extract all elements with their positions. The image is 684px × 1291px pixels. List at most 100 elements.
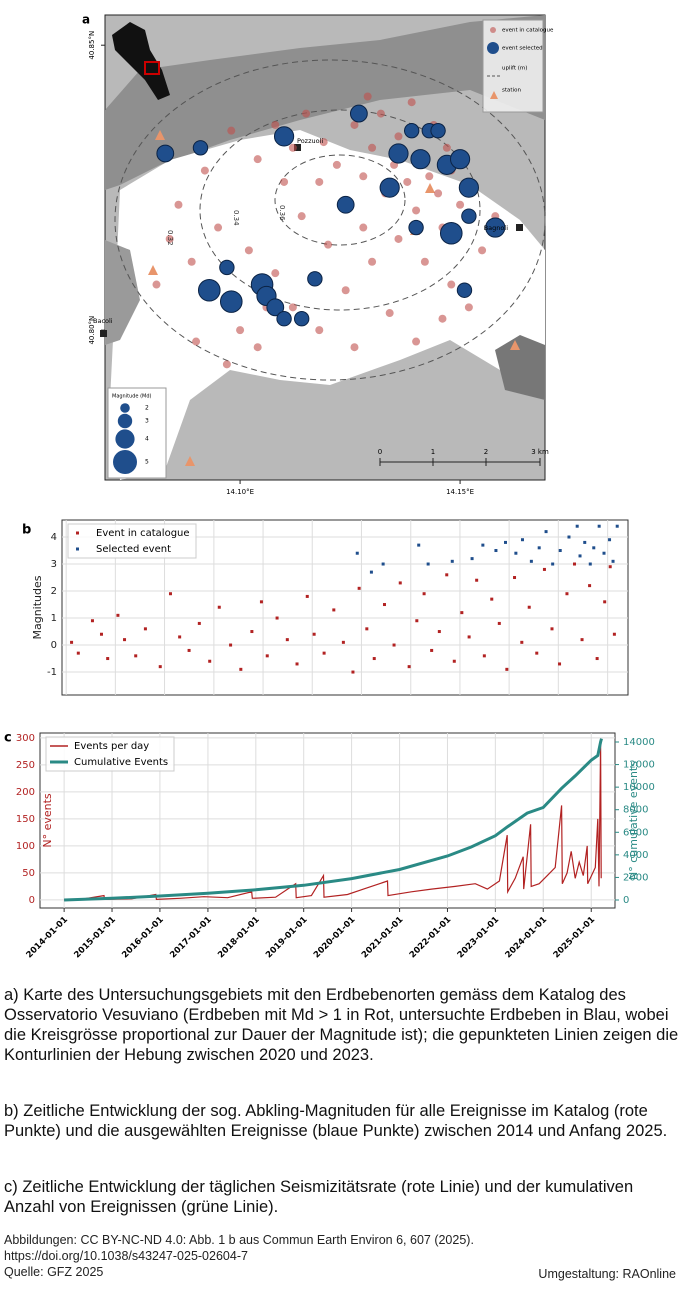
event-catalogue — [385, 309, 394, 318]
data-point — [369, 570, 373, 574]
data-point — [426, 562, 430, 566]
data-point — [106, 657, 110, 661]
data-point — [595, 657, 599, 661]
data-point — [597, 524, 601, 528]
legend-label: Cumulative Events — [74, 757, 168, 768]
scale-label: 3 km — [531, 448, 549, 456]
event-catalogue — [407, 98, 416, 107]
y2-tick-label: 0 — [623, 895, 629, 906]
y-tick-label: 100 — [16, 841, 35, 852]
data-point — [475, 578, 479, 582]
data-point — [355, 551, 359, 555]
event-catalogue — [271, 120, 280, 129]
panel-label: a — [82, 13, 90, 27]
data-point — [578, 554, 582, 558]
data-point — [312, 632, 316, 636]
data-point — [537, 546, 541, 550]
data-point — [608, 538, 612, 542]
y-tick-label: 0 — [51, 640, 57, 651]
data-point — [567, 535, 571, 539]
data-point — [588, 584, 592, 588]
event-catalogue — [359, 223, 368, 232]
event-catalogue — [350, 120, 359, 129]
data-point — [322, 651, 326, 655]
magnitude-legend-marker — [117, 413, 133, 429]
event-catalogue — [447, 280, 456, 289]
data-point — [514, 551, 518, 555]
data-point — [520, 640, 524, 644]
x-tick-label: 2025-01-01 — [552, 915, 598, 961]
event-catalogue — [174, 200, 183, 209]
scale-label: 2 — [484, 448, 488, 456]
data-point — [612, 632, 616, 636]
series-line — [64, 743, 602, 901]
event-selected — [156, 144, 175, 163]
event-catalogue — [434, 189, 443, 198]
event-catalogue — [368, 143, 377, 152]
panel-label: b — [22, 523, 31, 538]
credit-doi: https://doi.org/10.1038/s43247-025-02604… — [4, 1249, 248, 1263]
data-point — [558, 662, 562, 666]
data-point — [450, 559, 454, 563]
event-catalogue — [350, 343, 359, 352]
event-selected — [192, 140, 209, 156]
land-north — [105, 15, 545, 190]
scale-label: 0 — [378, 448, 382, 456]
event-catalogue — [302, 109, 311, 118]
data-point — [365, 627, 369, 631]
y-tick-label: 1 — [51, 613, 57, 624]
y-tick-label: 150 — [16, 814, 35, 825]
x-tick-label: 2016-01-01 — [120, 915, 166, 961]
event-catalogue — [394, 132, 403, 141]
data-point — [239, 667, 243, 671]
data-point — [332, 608, 336, 612]
data-point — [611, 559, 615, 563]
data-point — [197, 621, 201, 625]
legend-label: uplift (m) — [502, 66, 527, 72]
caption-b: b) Zeitliche Entwicklung der sog. Abklin… — [4, 1102, 668, 1140]
y2-axis-label: N° cumulative events — [627, 761, 640, 880]
x-tick-label: 2017-01-01 — [168, 915, 214, 961]
event-catalogue — [253, 343, 262, 352]
data-point — [392, 643, 396, 647]
event-selected — [408, 219, 424, 236]
credit-license: Abbildungen: CC BY-NC-ND 4.0: Abb. 1 b a… — [4, 1233, 474, 1247]
y-axis-label: N° events — [41, 793, 54, 848]
data-point — [407, 665, 411, 669]
legend-label: station — [502, 88, 521, 94]
y-tick-label: 2 — [51, 586, 57, 597]
magnitude-legend-marker — [120, 403, 130, 413]
data-point — [467, 635, 471, 639]
caption-c: c) Zeitliche Entwicklung der täglichen S… — [4, 1178, 634, 1216]
event-catalogue — [288, 303, 297, 312]
contour — [274, 154, 406, 246]
data-point — [592, 546, 596, 550]
event-catalogue — [412, 206, 421, 215]
data-point — [351, 670, 355, 674]
event-catalogue — [222, 360, 231, 369]
data-point — [357, 586, 361, 590]
x-tick-label: 2022-01-01 — [408, 915, 454, 961]
event-catalogue — [412, 337, 421, 346]
event-catalogue — [253, 155, 262, 164]
data-point — [572, 562, 576, 566]
data-point — [217, 605, 221, 609]
legend-label: event selected — [502, 46, 543, 52]
legend-marker — [76, 531, 79, 535]
event-selected — [410, 149, 431, 170]
inset-box — [144, 61, 160, 75]
event-catalogue — [341, 286, 350, 295]
event-catalogue — [376, 109, 385, 118]
event-selected — [197, 278, 221, 302]
station — [425, 183, 435, 193]
y-tick-label: 0 — [29, 895, 35, 906]
data-point — [529, 559, 533, 563]
y2-tick-label: 6000 — [623, 827, 648, 838]
event-catalogue — [319, 138, 328, 147]
event-selected — [266, 298, 285, 317]
legend-label: Events per day — [74, 741, 149, 752]
data-point — [417, 543, 421, 547]
data-point — [580, 638, 584, 642]
event-catalogue — [288, 143, 297, 152]
